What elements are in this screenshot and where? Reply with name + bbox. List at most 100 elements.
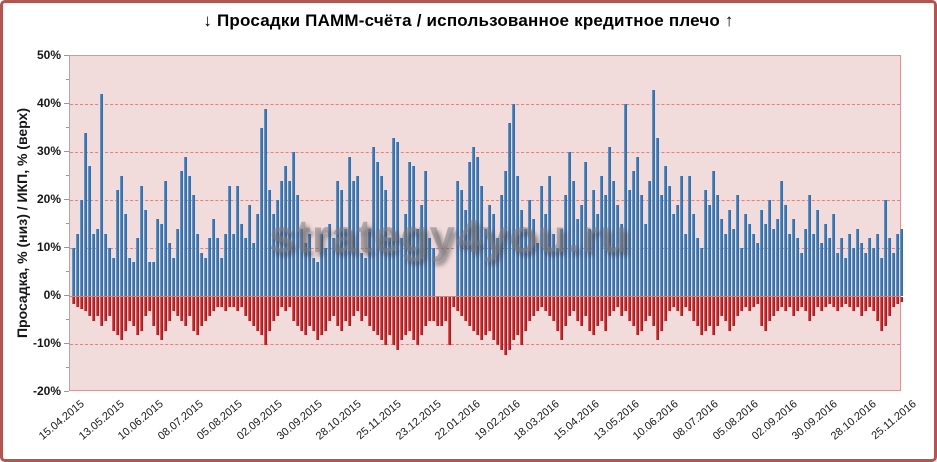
ikp-bar [124, 214, 127, 296]
drawdown-bar [364, 297, 367, 317]
ikp-bar [104, 233, 107, 296]
ikp-bar [280, 180, 283, 296]
drawdown-bar [424, 297, 427, 326]
y-tick-label: 10% [36, 240, 61, 254]
ikp-bar [884, 200, 887, 296]
y-tick-label: 20% [36, 192, 61, 206]
ikp-bar [856, 228, 859, 296]
drawdown-bar [776, 297, 779, 312]
ikp-bar [656, 137, 659, 296]
y-minor-tick-mark [66, 271, 69, 272]
ikp-bar [72, 248, 75, 296]
gridline [70, 104, 900, 105]
drawdown-bar [836, 297, 839, 312]
plot-area [69, 55, 903, 391]
drawdown-bar [152, 297, 155, 326]
ikp-bar [636, 156, 639, 296]
drawdown-bar [864, 297, 867, 312]
ikp-bar [432, 248, 435, 296]
ikp-bar [300, 228, 303, 296]
y-minor-tick-mark [66, 175, 69, 176]
drawdown-bar [664, 297, 667, 321]
ikp-bar [188, 176, 191, 296]
drawdown-bar [728, 297, 731, 331]
ikp-bar [864, 252, 867, 296]
drawdown-bar [264, 297, 267, 345]
ikp-bar [780, 180, 783, 296]
ikp-bar [372, 147, 375, 296]
ikp-bar [616, 204, 619, 296]
ikp-bar [180, 171, 183, 296]
drawdown-bar [484, 297, 487, 336]
ikp-bar [516, 176, 519, 296]
ikp-bar [152, 262, 155, 296]
drawdown-bar [588, 297, 591, 331]
ikp-bar [848, 233, 851, 296]
ikp-bar [528, 200, 531, 296]
y-minor-tick-mark [66, 127, 69, 128]
drawdown-bar [256, 297, 259, 331]
ikp-bar [880, 257, 883, 296]
drawdown-bar [532, 297, 535, 317]
ikp-bar [792, 219, 795, 296]
ikp-bar [92, 233, 95, 296]
ikp-bar [712, 171, 715, 296]
drawdown-bar [816, 297, 819, 307]
y-tick-label: 50% [36, 48, 61, 62]
ikp-bar [860, 243, 863, 296]
ikp-bar [200, 252, 203, 296]
ikp-bar [272, 214, 275, 296]
drawdown-bar [448, 297, 451, 345]
ikp-bar [464, 209, 467, 296]
drawdown-bar [240, 297, 243, 307]
y-tick-mark [64, 151, 69, 152]
drawdown-bar [280, 297, 283, 307]
drawdown-bar [792, 297, 795, 317]
drawdown-bar [568, 297, 571, 317]
ikp-bar [840, 238, 843, 296]
y-tick-mark [64, 295, 69, 296]
drawdown-bar [476, 297, 479, 336]
ikp-bar [512, 104, 515, 296]
ikp-bar [484, 228, 487, 296]
drawdown-bar [432, 297, 435, 321]
ikp-bar [728, 209, 731, 296]
drawdown-bar [76, 297, 79, 307]
ikp-bar [344, 228, 347, 296]
drawdown-bar [320, 297, 323, 336]
ikp-bar [612, 180, 615, 296]
drawdown-bar [632, 297, 635, 326]
ikp-bar [460, 190, 463, 296]
drawdown-bar [420, 297, 423, 336]
ikp-bar [552, 233, 555, 296]
ikp-bar [172, 257, 175, 296]
ikp-bar [796, 238, 799, 296]
ikp-bar [148, 262, 151, 296]
drawdown-bar [288, 297, 291, 307]
drawdown-bar [324, 297, 327, 331]
ikp-bar [688, 176, 691, 296]
drawdown-bar [376, 297, 379, 336]
ikp-bar [488, 204, 491, 296]
ikp-bar [524, 228, 527, 296]
ikp-bar [88, 166, 91, 296]
drawdown-bar [880, 297, 883, 331]
ikp-bar [632, 171, 635, 296]
drawdown-bar [876, 297, 879, 321]
drawdown-bar [396, 297, 399, 350]
drawdown-bar [284, 297, 287, 312]
drawdown-bar [112, 297, 115, 331]
ikp-bar [252, 243, 255, 296]
drawdown-bar [788, 297, 791, 307]
drawdown-bar [360, 297, 363, 321]
drawdown-bar [872, 297, 875, 312]
drawdown-bar [176, 297, 179, 317]
drawdown-bar [512, 297, 515, 341]
ikp-bar [212, 219, 215, 296]
ikp-bar [596, 214, 599, 296]
ikp-bar [424, 171, 427, 296]
ikp-bar [296, 195, 299, 296]
drawdown-bar [92, 297, 95, 321]
drawdown-bar [296, 297, 299, 326]
drawdown-bar [852, 297, 855, 312]
